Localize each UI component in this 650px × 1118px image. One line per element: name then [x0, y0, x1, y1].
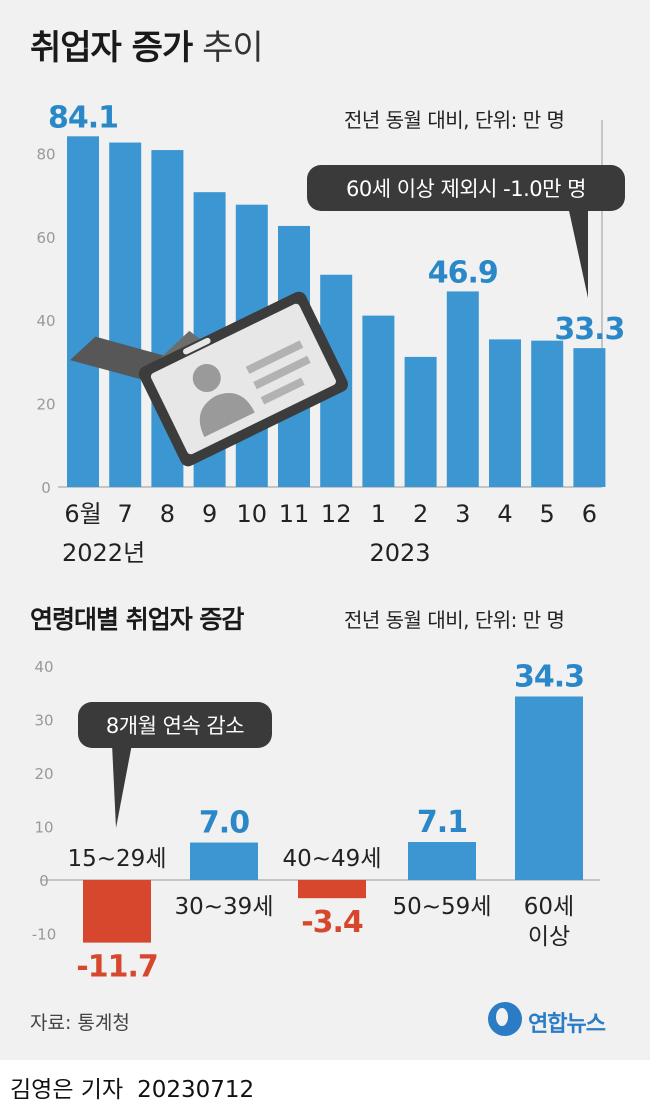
year-label-2023: 2023	[369, 539, 430, 567]
category-label: 15~29세	[68, 846, 167, 872]
author: 김영은 기자	[10, 1077, 124, 1103]
y-tick-label: 0	[39, 872, 49, 890]
chart-title: 취업자 증가 추이	[30, 22, 264, 74]
bar	[298, 880, 366, 899]
data-label: 84.1	[48, 100, 118, 135]
callout-pointer	[568, 206, 588, 298]
x-tick-label: 6	[582, 500, 597, 528]
bar	[83, 880, 151, 943]
date: 20230712	[137, 1077, 255, 1103]
title-bold: 취업자 증가	[30, 28, 193, 68]
y-tick-label: -10	[32, 926, 57, 944]
x-tick-label: 2	[413, 500, 428, 528]
bar	[190, 842, 258, 880]
data-label: 34.3	[514, 659, 584, 694]
bar	[67, 136, 99, 488]
callout-box	[78, 702, 272, 748]
category-label: 이상	[528, 924, 570, 950]
x-tick-label: 11	[279, 500, 310, 528]
byline: 김영은 기자 20230712	[10, 1070, 254, 1104]
yonhap-logo-icon	[488, 1002, 522, 1036]
logo-text: 연합뉴스	[528, 1012, 606, 1037]
category-label: 50~59세	[393, 894, 492, 920]
data-label: 46.9	[428, 255, 498, 290]
y-tick-label: 60	[36, 229, 55, 247]
data-label: -11.7	[76, 950, 157, 985]
callout-60plus: 60세 이상 제외시 -1.0만 명	[307, 165, 625, 298]
x-tick-label: 10	[237, 500, 268, 528]
y-tick-label: 0	[41, 479, 51, 497]
bar	[109, 142, 142, 488]
bar	[408, 842, 476, 880]
chart2-title: 연령대별 취업자 증감	[30, 605, 244, 634]
x-tick-label: 3	[455, 500, 470, 528]
callout-box	[307, 165, 625, 211]
y-tick-label: 10	[34, 819, 53, 837]
bar	[531, 340, 564, 487]
x-tick-label: 12	[321, 500, 352, 528]
bar	[489, 339, 521, 487]
y-tick-label: 20	[34, 765, 53, 783]
y-tick-label: 40	[36, 312, 55, 330]
data-label: 7.1	[417, 805, 467, 840]
unit-note-1: 전년 동월 대비, 단위: 만 명	[344, 108, 565, 132]
x-tick-label: 8	[160, 500, 175, 528]
callout-text: 60세 이상 제외시 -1.0만 명	[346, 177, 586, 201]
x-tick-label: 6월	[64, 500, 101, 528]
category-label: 40~49세	[283, 846, 382, 872]
bar	[362, 315, 395, 487]
data-label: 7.0	[199, 806, 249, 841]
y-tick-label: 20	[36, 396, 55, 414]
callout-text: 8개월 연속 감소	[106, 714, 244, 738]
unit-note-2: 전년 동월 대비, 단위: 만 명	[344, 608, 565, 632]
bar	[515, 696, 583, 880]
callout-pointer	[112, 744, 132, 828]
category-label: 30~39세	[175, 894, 274, 920]
data-label: -3.4	[301, 905, 363, 940]
bar	[573, 348, 606, 487]
callout-8months: 8개월 연속 감소	[78, 702, 272, 828]
x-tick-label: 5	[540, 500, 555, 528]
x-tick-label: 1	[371, 500, 386, 528]
id-badge-illustration	[70, 291, 348, 467]
yonhap-logo: 연합뉴스	[488, 1000, 628, 1040]
category-label: 60세	[524, 894, 574, 920]
y-tick-label: 30	[34, 712, 53, 730]
x-tick-label: 7	[118, 500, 133, 528]
y-tick-label: 80	[36, 145, 55, 163]
chart2-group: -10 0 10 20 30 40 -11.7 15~29세 7.0 30~39세 -3.4 40~4…	[32, 658, 600, 985]
bar	[404, 356, 437, 487]
y-tick-label: 40	[34, 658, 53, 676]
x-tick-label: 4	[497, 500, 512, 528]
year-label-2022: 2022년	[62, 539, 145, 567]
x-tick-label: 9	[202, 500, 217, 528]
bar	[446, 291, 479, 487]
source-note: 자료: 통계청	[30, 1012, 130, 1034]
title-light: 추이	[202, 28, 264, 68]
data-label: 33.3	[554, 312, 624, 347]
